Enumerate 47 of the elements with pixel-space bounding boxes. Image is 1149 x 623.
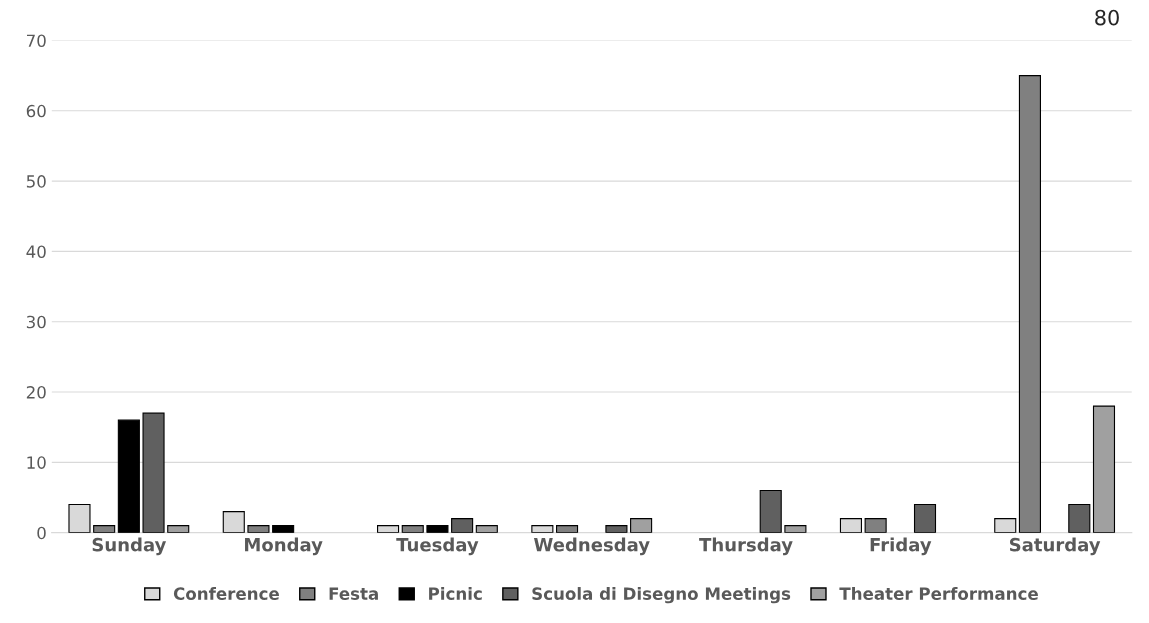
bar	[272, 525, 295, 533]
bar	[377, 525, 400, 533]
bar	[401, 525, 424, 533]
y-tick-label: 70	[27, 34, 46, 48]
bar	[864, 518, 887, 533]
bar	[556, 525, 579, 533]
text: 80	[1095, 9, 1119, 26]
x-tick-label: Monday	[245, 537, 323, 556]
bar	[93, 525, 116, 533]
legend-label: Picnic	[429, 587, 482, 600]
y-tick-label: 40	[26, 245, 46, 258]
y-tick-label: 30	[26, 315, 46, 329]
y-tick-label: 50	[26, 175, 46, 188]
legend-label: Scuola di Disegno Meetings	[532, 587, 791, 604]
bar	[142, 412, 165, 533]
bar	[1018, 75, 1041, 533]
y-tick-label: 20	[26, 386, 46, 399]
y-tick-label: 0	[37, 526, 46, 540]
bar	[1068, 503, 1091, 533]
bar	[605, 525, 628, 533]
bar	[630, 518, 653, 533]
legend-label: Theater Performance	[839, 587, 1038, 600]
y-tick-label: 10	[27, 456, 46, 469]
x-tick-label: Friday	[870, 537, 932, 556]
bar	[247, 525, 270, 533]
bar	[117, 419, 140, 533]
x-tick-label: Sunday	[92, 537, 167, 556]
x-tick-label: Saturday	[1009, 537, 1101, 556]
bar	[426, 525, 449, 533]
bar	[913, 503, 937, 533]
bar	[167, 525, 190, 533]
bar	[68, 503, 91, 533]
legend-label: Festa	[329, 587, 378, 600]
bar	[475, 525, 498, 533]
bar	[1092, 405, 1116, 533]
legend-label: Conference	[173, 587, 279, 600]
bar	[759, 489, 782, 533]
x-tick-label: Tuesday	[396, 537, 479, 556]
bar	[222, 511, 245, 533]
bar	[784, 525, 807, 533]
bar	[994, 518, 1017, 533]
x-tick-label: Wednesday	[533, 537, 650, 556]
x-tick-label: Thursday	[699, 537, 793, 556]
y-tick-label: 60	[26, 104, 46, 118]
bar	[839, 518, 862, 533]
bar	[451, 518, 474, 533]
bar	[531, 525, 554, 533]
